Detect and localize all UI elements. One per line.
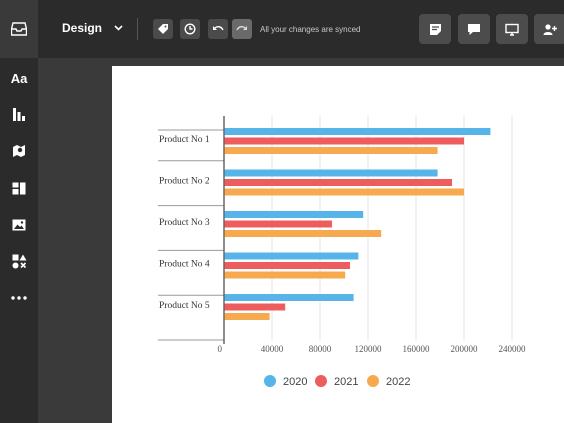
bar-chart[interactable]: 0 40000 80000 120000 160000 200000 240000 Produ… <box>112 66 564 423</box>
chart-legend[interactable]: 2020 2021 2022 <box>264 375 410 388</box>
legend-marker-2021 <box>315 375 327 387</box>
legend-marker-2022 <box>367 375 379 387</box>
bar-2020-1[interactable] <box>224 128 491 135</box>
category-label: Product No 1 <box>159 135 210 145</box>
share-button[interactable] <box>534 14 564 44</box>
bar-chart-icon <box>13 107 25 121</box>
bar-2021-2[interactable] <box>224 179 452 186</box>
legend-label: 2021 <box>334 376 358 388</box>
map-pin-icon <box>13 145 25 157</box>
layout-icon <box>12 182 26 194</box>
x-tick-label: 40000 <box>261 344 284 354</box>
chevron-down-icon <box>114 25 123 31</box>
x-tick-label: 0 <box>218 344 223 354</box>
undo-button[interactable] <box>208 19 228 39</box>
sync-status: All your changes are synced <box>260 25 361 34</box>
notes-button[interactable] <box>419 14 451 44</box>
legend-label: 2020 <box>283 376 307 388</box>
bar-2020-2[interactable] <box>224 169 438 177</box>
chart-grid <box>158 116 513 344</box>
category-label: Product No 2 <box>159 177 210 187</box>
category-label: Product No 3 <box>159 218 210 228</box>
bar-2022-3[interactable] <box>224 230 382 237</box>
top-toolbar: Design All your changes are synced <box>0 0 564 58</box>
design-label: Design <box>62 21 103 35</box>
bar-2021-1[interactable] <box>224 137 464 145</box>
undo-icon <box>213 25 224 31</box>
legend-marker-2020 <box>264 375 276 387</box>
sidebar-item-maps[interactable] <box>0 139 38 163</box>
present-button[interactable] <box>496 14 528 44</box>
sidebar-item-more[interactable] <box>0 286 38 310</box>
sidebar-item-text[interactable]: Aa <box>0 66 38 90</box>
image-icon <box>12 219 26 231</box>
left-sidebar: Aa <box>0 58 38 423</box>
shapes-icon <box>12 254 26 268</box>
redo-button[interactable] <box>232 19 252 39</box>
slide-canvas[interactable]: 0 40000 80000 120000 160000 200000 240000 Produ… <box>112 66 564 423</box>
chart-bars <box>224 128 491 320</box>
x-tick-label: 120000 <box>355 344 383 354</box>
bar-2020-3[interactable] <box>224 211 364 218</box>
x-tick-label: 240000 <box>499 344 527 354</box>
text-tool-label: Aa <box>10 70 28 86</box>
bar-2021-5[interactable] <box>224 303 286 311</box>
bar-2020-4[interactable] <box>224 252 359 260</box>
x-tick-label: 200000 <box>451 344 479 354</box>
bar-2021-4[interactable] <box>224 262 350 269</box>
redo-icon <box>236 25 247 31</box>
inbox-tray-icon <box>11 22 27 36</box>
canvas-margin <box>112 58 564 66</box>
category-label: Product No 4 <box>159 260 210 270</box>
tag-button[interactable] <box>153 19 173 39</box>
clock-icon <box>184 23 196 35</box>
comment-button[interactable] <box>458 14 490 44</box>
history-button[interactable] <box>180 19 200 39</box>
bar-2020-5[interactable] <box>224 294 354 301</box>
bar-2022-2[interactable] <box>224 188 464 196</box>
bar-2022-1[interactable] <box>224 147 438 154</box>
bar-2021-3[interactable] <box>224 220 332 228</box>
sidebar-item-images[interactable] <box>0 213 38 237</box>
home-button[interactable] <box>0 0 38 58</box>
design-menu[interactable]: Design <box>62 21 123 35</box>
sidebar-item-charts[interactable] <box>0 102 38 126</box>
sidebar-item-shapes[interactable] <box>0 249 38 273</box>
tag-icon <box>158 24 168 34</box>
sticky-note-icon <box>429 23 441 35</box>
comment-icon <box>468 23 480 35</box>
bar-2022-5[interactable] <box>224 313 270 320</box>
chart-labels: 0 40000 80000 120000 160000 200000 240000 Produ… <box>159 135 526 354</box>
more-dots-icon <box>11 296 27 300</box>
side-panel <box>38 58 112 423</box>
bar-2022-4[interactable] <box>224 271 346 279</box>
x-tick-label: 80000 <box>309 344 332 354</box>
monitor-icon <box>505 23 519 36</box>
category-label: Product No 5 <box>159 301 210 311</box>
legend-label: 2022 <box>386 376 410 388</box>
add-user-icon <box>543 23 557 35</box>
x-tick-label: 160000 <box>403 344 431 354</box>
sidebar-item-layout[interactable] <box>0 176 38 200</box>
toolbar-divider <box>137 18 138 40</box>
